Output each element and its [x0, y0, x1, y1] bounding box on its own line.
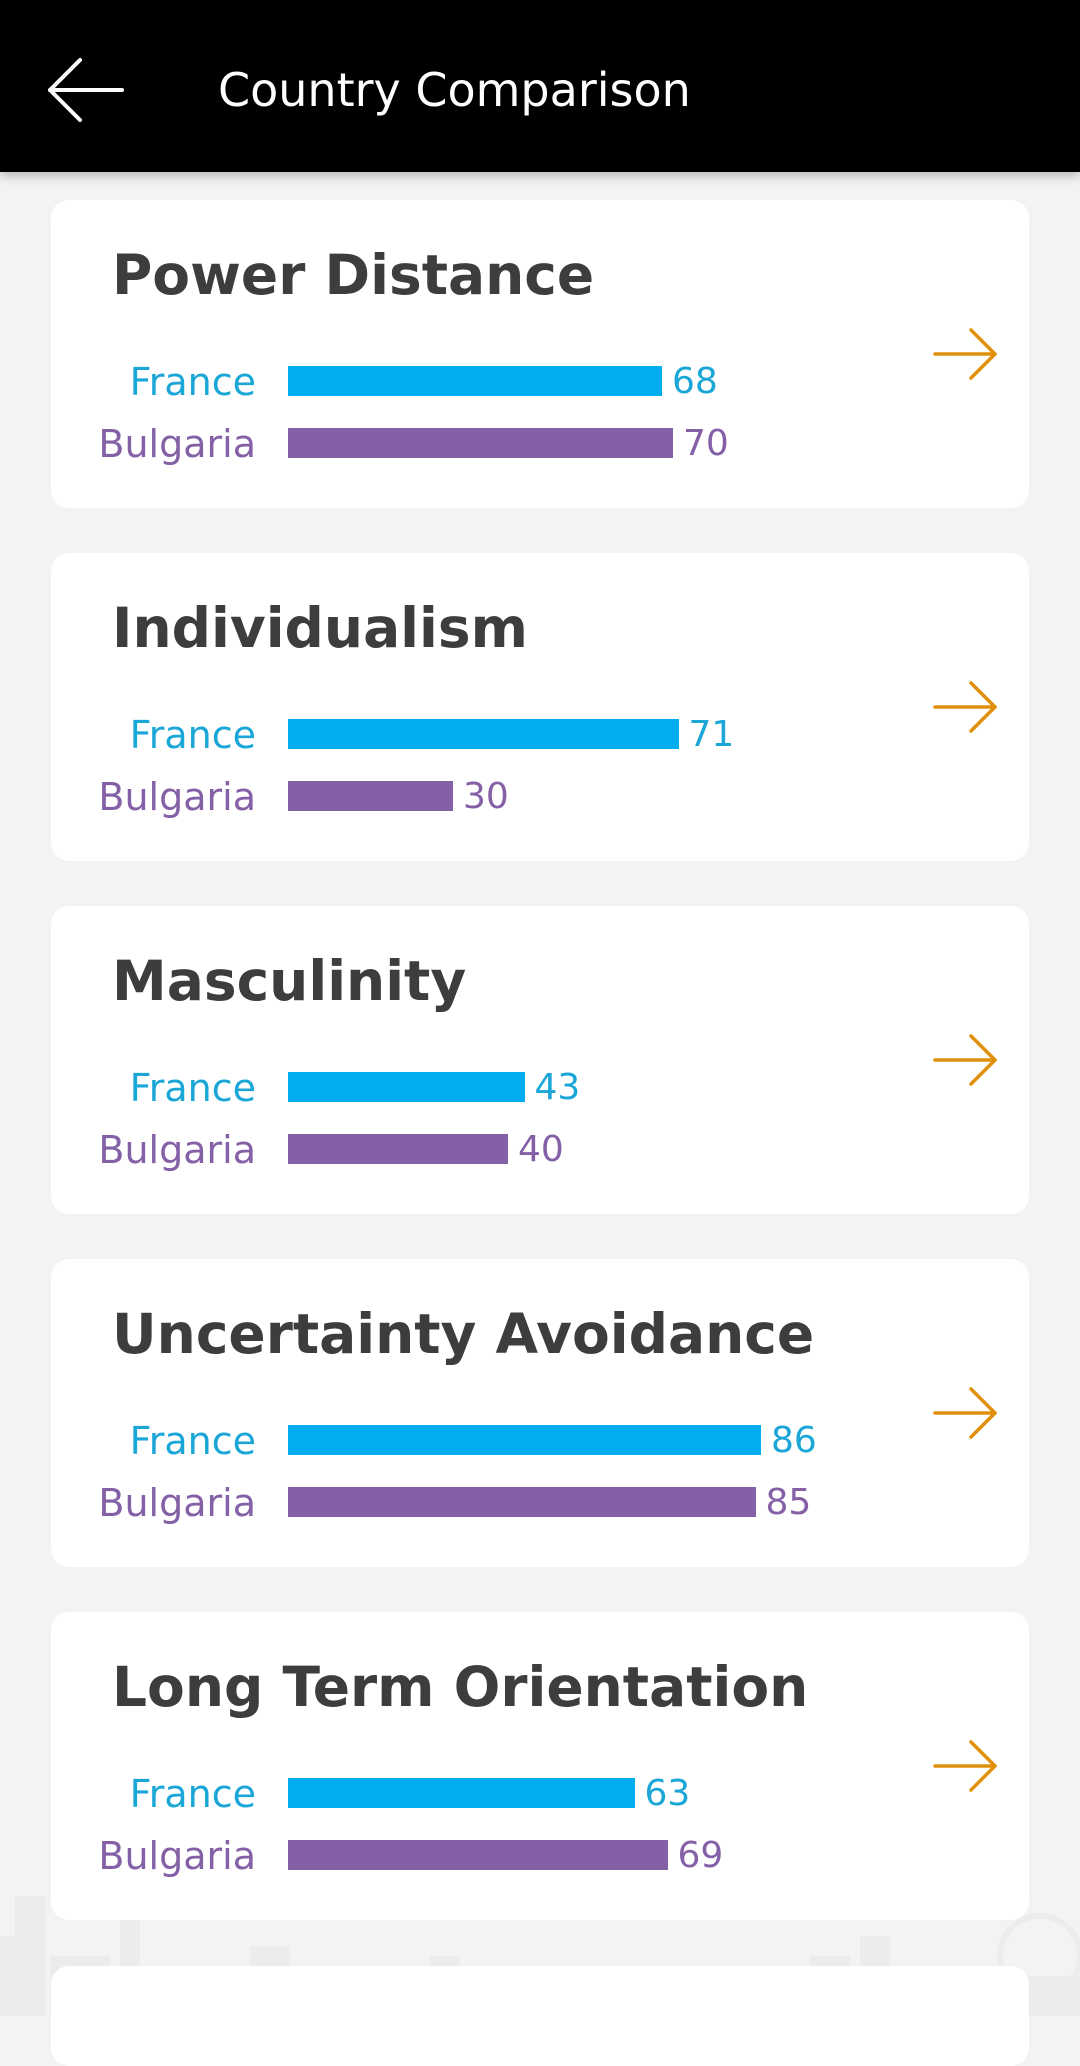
back-button[interactable] — [40, 50, 130, 130]
value-bulgaria: 69 — [677, 1835, 724, 1876]
app-header: Country Comparison — [0, 0, 1080, 172]
dimension-title: Long Term Orientation — [112, 1655, 809, 1719]
value-bulgaria: 85 — [765, 1482, 812, 1523]
arrow-right-icon[interactable] — [931, 1030, 1001, 1090]
dimension-title: Individualism — [112, 596, 528, 660]
arrow-left-icon — [48, 58, 124, 122]
country-label-france: France — [129, 1066, 256, 1110]
dimension-title: Uncertainty Avoidance — [112, 1302, 815, 1366]
value-bulgaria: 70 — [683, 423, 729, 464]
dimension-title: Masculinity — [112, 949, 467, 1013]
bar-bulgaria — [288, 781, 453, 811]
bar-france — [288, 366, 662, 396]
arrow-right-icon[interactable] — [931, 1736, 1001, 1796]
country-label-bulgaria: Bulgaria — [98, 1128, 256, 1172]
dimension-list: Power Distance France 68 Bulgaria 70 Ind… — [51, 200, 1029, 2066]
country-label-france: France — [129, 360, 256, 404]
bar-france — [288, 1425, 761, 1455]
country-label-france: France — [129, 1419, 256, 1463]
dimension-card-power-distance[interactable]: Power Distance France 68 Bulgaria 70 — [51, 200, 1029, 508]
dimension-card-individualism[interactable]: Individualism France 71 Bulgaria 30 — [51, 553, 1029, 861]
country-label-bulgaria: Bulgaria — [98, 422, 256, 466]
bar-bulgaria — [288, 1487, 756, 1517]
value-bulgaria: 30 — [463, 776, 509, 817]
dimension-title: Power Distance — [112, 243, 595, 307]
dimension-card-partial[interactable] — [51, 1966, 1029, 2066]
country-label-bulgaria: Bulgaria — [98, 1834, 256, 1878]
dimension-card-long-term-orientation[interactable]: Long Term Orientation France 63 Bulgaria… — [51, 1612, 1029, 1920]
arrow-right-icon[interactable] — [931, 324, 1001, 384]
value-bulgaria: 40 — [518, 1129, 564, 1170]
value-france: 63 — [644, 1773, 691, 1814]
page-title: Country Comparison — [218, 63, 691, 117]
bar-bulgaria — [288, 428, 673, 458]
bar-france — [288, 1778, 635, 1808]
arrow-right-icon[interactable] — [931, 677, 1001, 737]
bar-bulgaria — [288, 1840, 668, 1870]
value-france: 71 — [688, 714, 735, 755]
country-label-france: France — [129, 713, 256, 757]
value-france: 68 — [672, 361, 718, 402]
bar-france — [288, 1072, 525, 1102]
value-france: 43 — [534, 1067, 581, 1108]
dimension-card-uncertainty-avoidance[interactable]: Uncertainty Avoidance France 86 Bulgaria… — [51, 1259, 1029, 1567]
value-france: 86 — [771, 1420, 817, 1461]
arrow-right-icon[interactable] — [931, 1383, 1001, 1443]
country-label-bulgaria: Bulgaria — [98, 1481, 256, 1525]
country-label-france: France — [129, 1772, 256, 1816]
bar-bulgaria — [288, 1134, 508, 1164]
country-label-bulgaria: Bulgaria — [98, 775, 256, 819]
dimension-card-masculinity[interactable]: Masculinity France 43 Bulgaria 40 — [51, 906, 1029, 1214]
bar-france — [288, 719, 679, 749]
